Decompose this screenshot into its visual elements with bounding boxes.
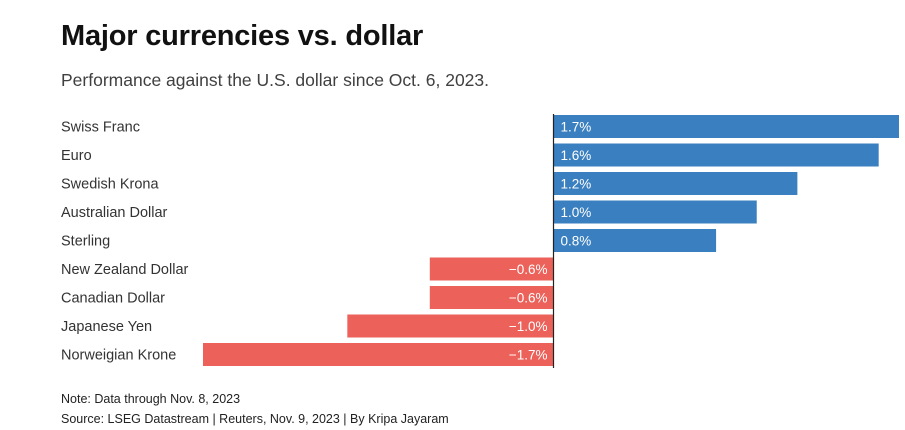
bar	[429, 257, 554, 281]
value-label: −0.6%	[509, 291, 548, 306]
category-label: Norweigian Krone	[61, 348, 176, 364]
category-label: Sterling	[61, 234, 110, 250]
bar	[429, 286, 554, 309]
bar	[553, 200, 757, 224]
bar-chart: Swiss Franc 1.7% Euro 1.6% Swedish Krona 1.2%…	[61, 114, 899, 368]
value-label: 0.8%	[561, 234, 592, 249]
category-label: Canadian Dollar	[61, 291, 165, 307]
value-label: −0.6%	[509, 262, 548, 277]
value-label: 1.2%	[561, 177, 592, 192]
category-label: Euro	[61, 148, 92, 164]
category-label: Swedish Krona	[61, 177, 159, 193]
footnote: Note: Data through Nov. 8, 2023	[61, 392, 241, 406]
category-label: Japanese Yen	[61, 319, 152, 335]
value-label: 1.0%	[561, 205, 592, 220]
category-label: New Zealand Dollar	[61, 262, 189, 278]
bar	[553, 172, 798, 195]
source-credit: Source: LSEG Datastream | Reuters, Nov. …	[61, 412, 449, 426]
chart-subtitle: Performance against the U.S. dollar sinc…	[61, 70, 489, 90]
bar	[347, 314, 554, 338]
value-label: −1.0%	[509, 319, 548, 334]
value-label: −1.7%	[509, 348, 548, 363]
bar	[553, 229, 717, 252]
category-label: Australian Dollar	[61, 205, 168, 221]
value-label: 1.6%	[561, 148, 592, 163]
category-label: Swiss Franc	[61, 120, 140, 136]
chart-title: Major currencies vs. dollar	[61, 20, 424, 52]
bar	[553, 143, 879, 167]
bar	[553, 115, 899, 138]
bar	[203, 343, 554, 366]
value-label: 1.7%	[561, 120, 592, 135]
